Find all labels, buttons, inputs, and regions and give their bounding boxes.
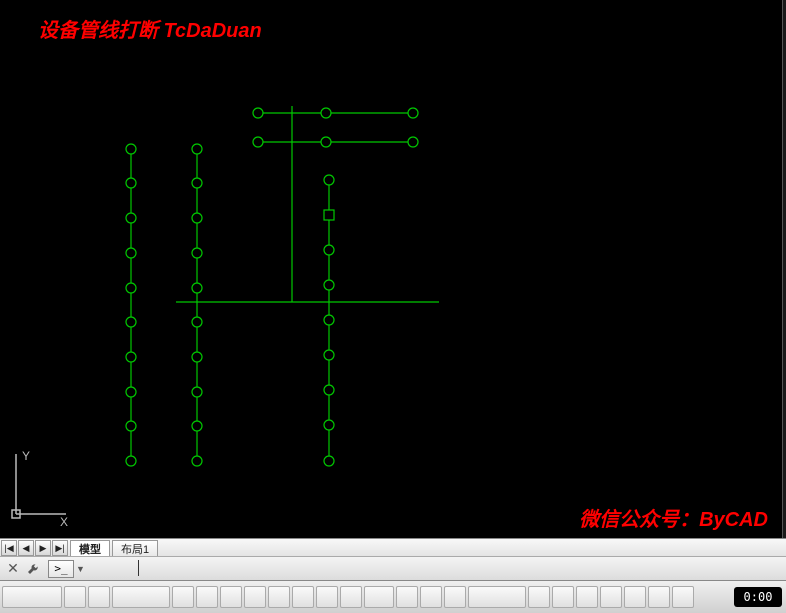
- customize-icon[interactable]: [24, 560, 42, 578]
- ucs-x-label: X: [60, 515, 68, 526]
- status-seg-22[interactable]: [624, 586, 646, 608]
- close-icon[interactable]: ✕: [4, 560, 22, 578]
- status-seg-4[interactable]: [112, 586, 170, 608]
- status-seg-19[interactable]: [552, 586, 574, 608]
- status-seg-16[interactable]: [444, 586, 466, 608]
- ucs-icon: Y X: [4, 448, 74, 526]
- status-seg-7[interactable]: [220, 586, 242, 608]
- tab-model[interactable]: 模型: [70, 540, 110, 556]
- tab-nav-next[interactable]: ▶: [35, 540, 51, 556]
- overlay-title: 设备管线打断 TcDaDuan: [38, 14, 262, 43]
- status-seg-10[interactable]: [292, 586, 314, 608]
- command-line-row: ✕ >_ ▼: [0, 556, 786, 580]
- status-seg-17[interactable]: [468, 586, 526, 608]
- status-seg-15[interactable]: [420, 586, 442, 608]
- status-seg-12[interactable]: [340, 586, 362, 608]
- command-input[interactable]: [91, 560, 780, 578]
- tab-nav-group: |◀ ◀ ▶ ▶|: [0, 539, 68, 556]
- status-bar: 0:00: [0, 580, 786, 613]
- status-seg-9[interactable]: [268, 586, 290, 608]
- status-seg-18[interactable]: [528, 586, 550, 608]
- status-seg-21[interactable]: [600, 586, 622, 608]
- status-seg-1[interactable]: [2, 586, 62, 608]
- tab-nav-prev[interactable]: ◀: [18, 540, 34, 556]
- command-prompt-icon[interactable]: >_: [48, 560, 74, 578]
- status-seg-11[interactable]: [316, 586, 338, 608]
- layout-tabs-row: |◀ ◀ ▶ ▶| 模型 布局1: [0, 538, 786, 556]
- time-display: 0:00: [734, 587, 782, 607]
- status-seg-14[interactable]: [396, 586, 418, 608]
- status-seg-13[interactable]: [364, 586, 394, 608]
- ucs-y-label: Y: [22, 449, 30, 463]
- status-seg-24[interactable]: [672, 586, 694, 608]
- command-history-dropdown-icon[interactable]: ▼: [76, 564, 85, 574]
- text-cursor-icon: [138, 560, 139, 576]
- status-seg-3[interactable]: [88, 586, 110, 608]
- tab-nav-last[interactable]: ▶|: [52, 540, 68, 556]
- tab-nav-first[interactable]: |◀: [1, 540, 17, 556]
- status-seg-23[interactable]: [648, 586, 670, 608]
- overlay-wechat: 微信公众号：ByCAD: [579, 503, 768, 532]
- tab-layout1[interactable]: 布局1: [112, 540, 158, 556]
- status-seg-8[interactable]: [244, 586, 266, 608]
- status-seg-6[interactable]: [196, 586, 218, 608]
- status-seg-2[interactable]: [64, 586, 86, 608]
- drawing-canvas[interactable]: 设备管线打断 TcDaDuan 微信公众号：ByCAD Y X: [0, 0, 783, 538]
- status-seg-20[interactable]: [576, 586, 598, 608]
- status-seg-5[interactable]: [172, 586, 194, 608]
- drawing-svg: [0, 0, 783, 538]
- app-root: 设备管线打断 TcDaDuan 微信公众号：ByCAD Y X |◀ ◀ ▶ ▶…: [0, 0, 786, 613]
